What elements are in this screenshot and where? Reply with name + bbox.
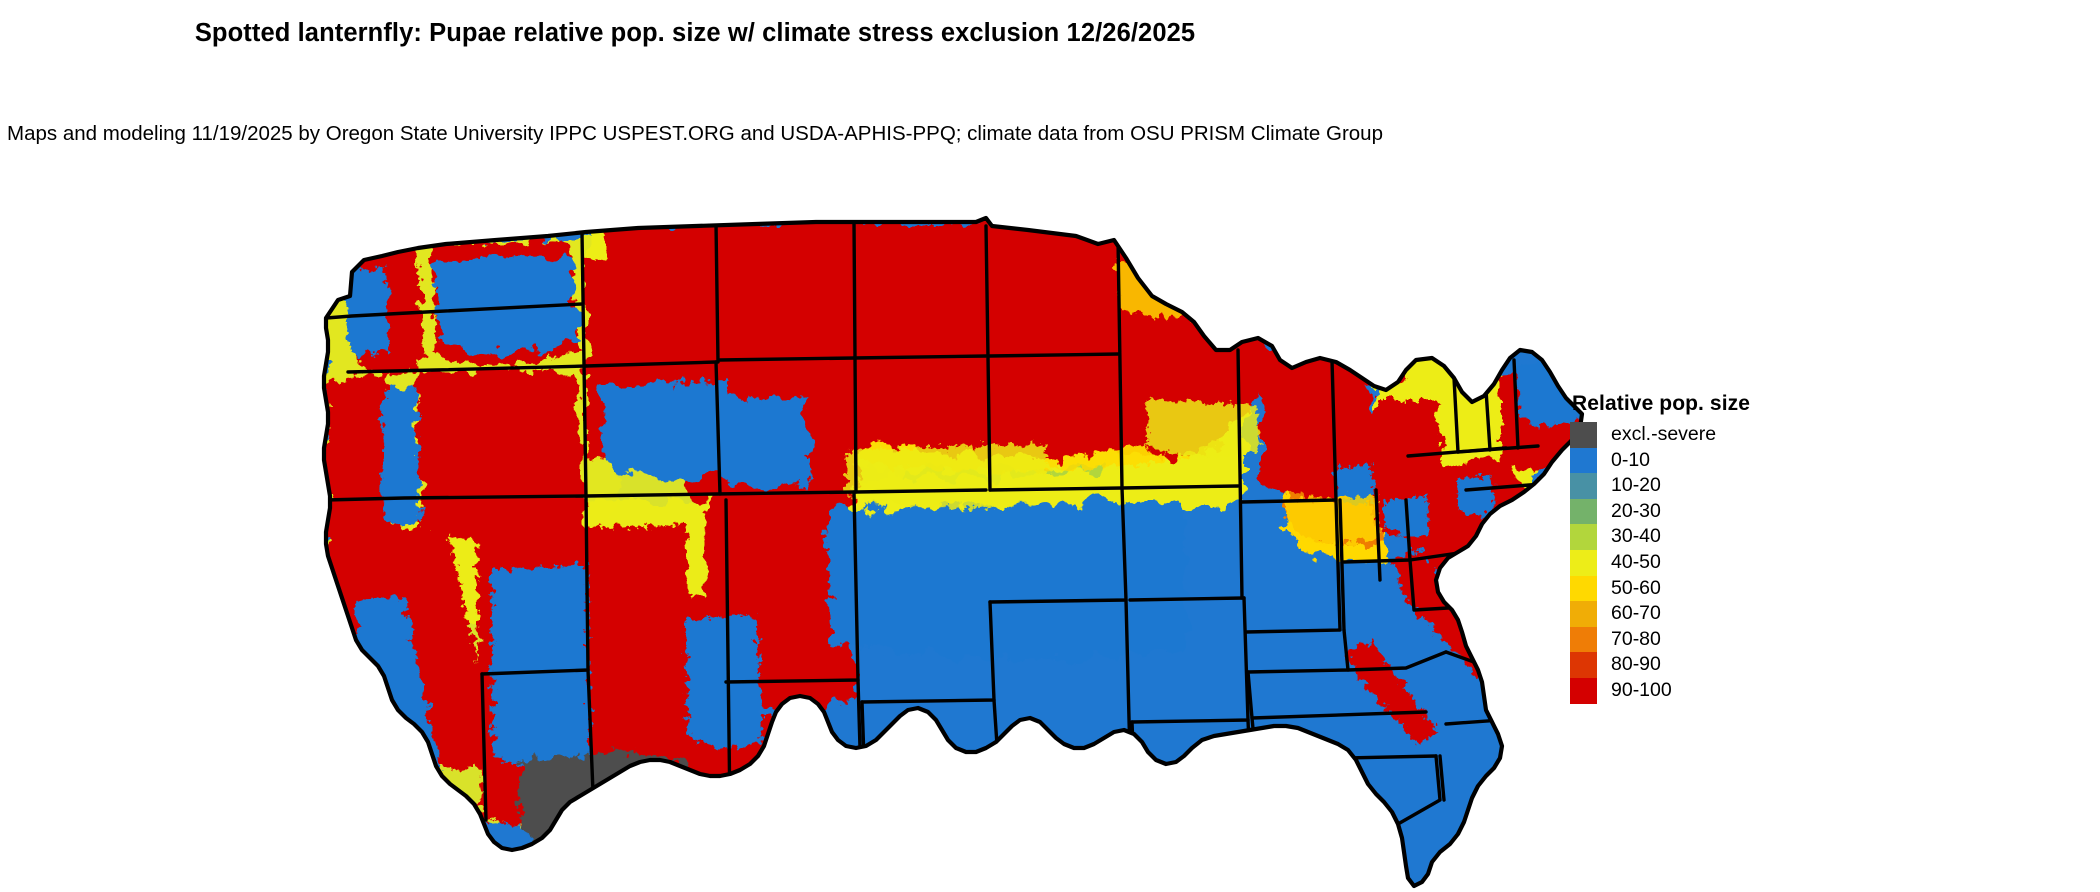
legend-label: 40-50 xyxy=(1611,551,1661,574)
state-border xyxy=(1484,388,1492,452)
map-svg xyxy=(321,215,1585,889)
legend-swatch xyxy=(1570,498,1597,525)
legend-label: excl.-severe xyxy=(1611,423,1717,446)
legend-swatch xyxy=(1570,575,1597,602)
state-border xyxy=(1128,596,1246,602)
legend-item: 0-10 xyxy=(1570,447,1870,474)
legend-swatch xyxy=(1570,422,1597,448)
state-border xyxy=(1438,754,1446,802)
state-border xyxy=(988,486,1124,492)
legend-rows: excl.-severe 0-10 10-20 20-30 30-40 40-50 50-6… xyxy=(1570,422,1870,704)
state-border xyxy=(324,494,588,502)
state-border xyxy=(324,302,584,320)
legend-title: Relative pop. size xyxy=(1572,392,1751,415)
legend-swatch xyxy=(1570,626,1597,653)
state-border xyxy=(724,498,732,816)
legend-swatch xyxy=(1570,601,1597,627)
state-border xyxy=(346,364,588,374)
state-border xyxy=(714,360,722,496)
state-border xyxy=(1236,348,1244,600)
state-border xyxy=(1396,754,1442,826)
legend-label: 30-40 xyxy=(1611,525,1661,548)
legend-swatch xyxy=(1570,473,1597,499)
page-title: Spotted lanternfly: Pupae relative pop. … xyxy=(194,19,1196,47)
legend-label: 10-20 xyxy=(1611,474,1661,497)
legend-item: 20-30 xyxy=(1570,498,1870,525)
state-border xyxy=(1456,444,1540,454)
legend-item: 60-70 xyxy=(1570,601,1870,627)
state-border xyxy=(1464,482,1544,492)
legend-label: 90-100 xyxy=(1611,678,1672,701)
state-border xyxy=(584,360,718,368)
state-border xyxy=(1452,376,1460,454)
state-border xyxy=(988,352,1120,358)
state-border xyxy=(580,230,588,498)
page-subtitle: Maps and modeling 11/19/2025 by Oregon S… xyxy=(7,122,1383,145)
state-border xyxy=(1246,718,1254,820)
state-border xyxy=(1338,498,1346,632)
legend-label: 80-90 xyxy=(1611,653,1661,676)
legend-label: 0-10 xyxy=(1611,448,1651,471)
map-legend: Relative pop. size excl.-severe 0-10 10-20… xyxy=(1570,392,1870,704)
state-border xyxy=(1338,754,1346,822)
legend-item: 10-20 xyxy=(1570,473,1870,499)
legend-label: 20-30 xyxy=(1611,499,1661,522)
state-border xyxy=(1346,650,1448,672)
legend-item: 70-80 xyxy=(1570,626,1870,653)
state-border xyxy=(1512,358,1520,450)
legend-item: excl.-severe xyxy=(1570,422,1870,448)
legend-item: 50-60 xyxy=(1570,575,1870,602)
raster-layer xyxy=(324,218,1582,886)
state-border xyxy=(1480,604,1502,672)
us-choropleth-map xyxy=(286,200,1586,890)
state-border xyxy=(1244,498,1342,634)
legend-swatch xyxy=(1570,524,1597,550)
legend-item: 90-100 xyxy=(1570,677,1870,704)
legend-label: 70-80 xyxy=(1611,627,1661,650)
state-border xyxy=(984,224,992,492)
state-border xyxy=(584,490,856,498)
legend-item: 80-90 xyxy=(1570,652,1870,678)
legend-label: 50-60 xyxy=(1611,576,1661,599)
state-border xyxy=(1374,488,1382,582)
legend-swatch xyxy=(1570,652,1597,678)
legend-label: 60-70 xyxy=(1611,602,1661,625)
legend-swatch xyxy=(1570,677,1597,704)
state-border xyxy=(480,672,488,822)
state-border xyxy=(1120,484,1240,490)
state-border xyxy=(714,222,720,364)
country-outline xyxy=(321,215,1585,889)
state-border xyxy=(1116,238,1124,490)
legend-item: 40-50 xyxy=(1570,549,1870,576)
legend-item: 30-40 xyxy=(1570,524,1870,550)
state-border xyxy=(718,356,856,362)
state-border xyxy=(852,354,988,360)
legend-swatch xyxy=(1570,447,1597,474)
legend-swatch xyxy=(1570,549,1597,576)
state-border xyxy=(854,488,988,494)
